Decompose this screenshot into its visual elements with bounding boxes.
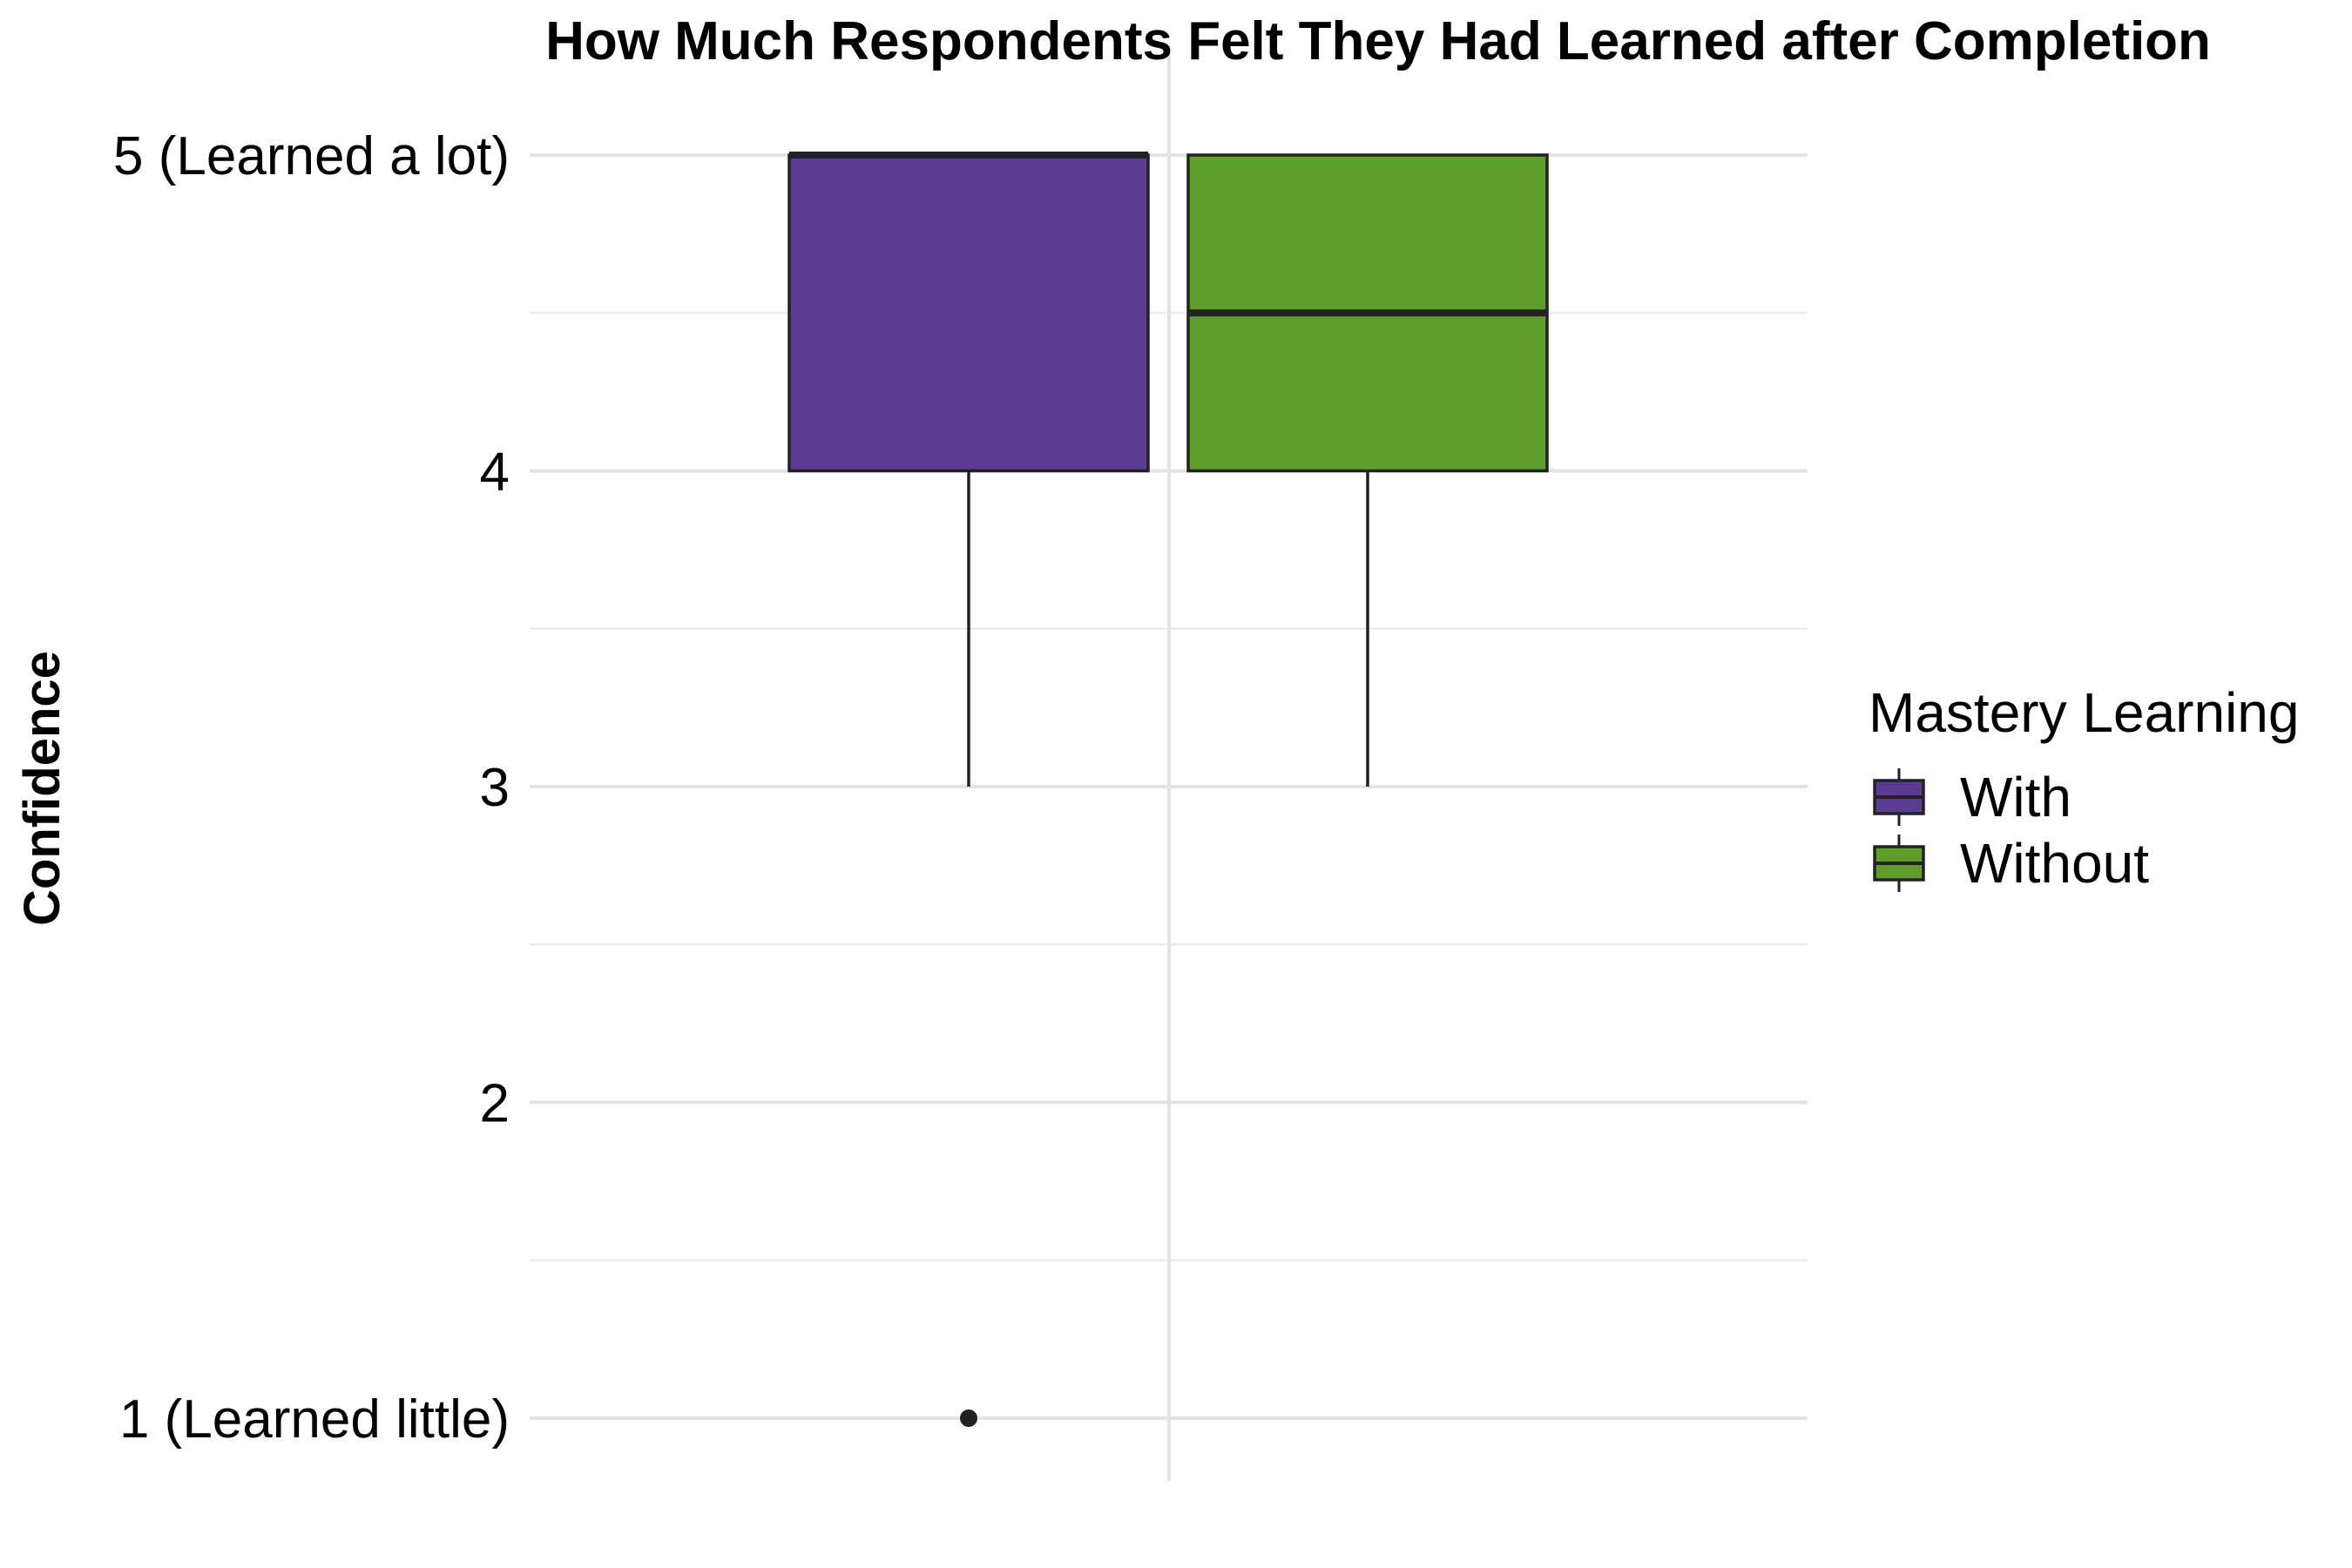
y-axis-label: Confidence <box>14 651 71 926</box>
legend-item-with: With <box>1875 766 2072 828</box>
chart-title: How Much Respondents Felt They Had Learn… <box>545 11 2211 71</box>
y-tick-label: 2 <box>480 1074 510 1134</box>
legend-label: With <box>1960 766 2072 828</box>
y-tick-label: 5 (Learned a lot) <box>113 126 510 186</box>
y-tick-labels: 1 (Learned little) 2 3 4 5 (Learned a lot) <box>113 126 510 1450</box>
legend-title: Mastery Learning <box>1869 681 2299 744</box>
legend-label: Without <box>1960 832 2149 895</box>
box-with <box>789 155 1148 1427</box>
legend-item-without: Without <box>1875 832 2149 895</box>
grid-layer <box>530 52 1808 1481</box>
y-tick-label: 4 <box>480 443 510 503</box>
box-without <box>1188 155 1547 787</box>
outlier-point <box>960 1409 977 1427</box>
y-tick-label: 1 (Learned little) <box>119 1389 510 1450</box>
y-tick-label: 3 <box>480 758 510 818</box>
box-iqr <box>789 155 1148 471</box>
